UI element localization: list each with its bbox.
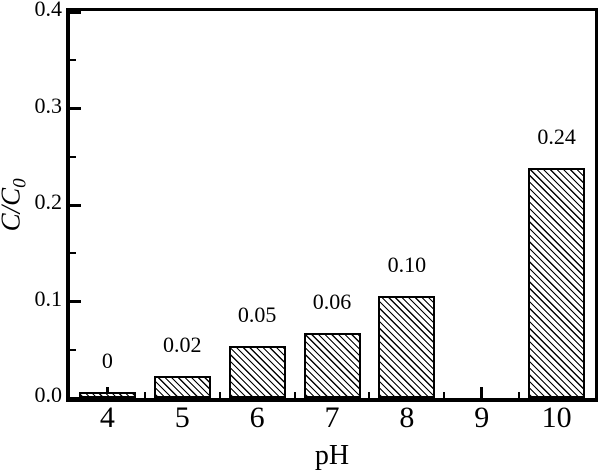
bar xyxy=(528,168,586,398)
bar-value-label: 0 xyxy=(101,348,113,373)
y-axis-title-subscript: 0 xyxy=(9,178,31,188)
y-axis-minor-tick xyxy=(70,59,76,62)
bar xyxy=(78,392,136,398)
x-tick-label: 4 xyxy=(99,401,115,434)
y-axis-major-tick xyxy=(70,300,81,303)
x-axis-minor-tick xyxy=(218,392,221,398)
x-tick-label: 8 xyxy=(399,401,415,434)
y-tick-label: 0.0 xyxy=(34,382,63,407)
bar xyxy=(228,346,286,398)
y-axis-minor-tick xyxy=(70,155,76,158)
bar-value-label: 0.24 xyxy=(537,124,576,149)
bar xyxy=(153,376,211,398)
x-axis-minor-tick xyxy=(143,392,146,398)
bar xyxy=(378,296,436,398)
bar-value-label: 0.06 xyxy=(312,289,352,314)
y-tick-label: 0.3 xyxy=(34,92,63,118)
x-axis-minor-tick xyxy=(518,392,521,398)
y-axis-major-tick xyxy=(70,203,81,207)
y-axis-minor-tick xyxy=(70,252,76,255)
y-tick-label: 0.1 xyxy=(34,285,63,311)
x-axis-minor-tick xyxy=(368,392,371,398)
x-tick-label: 10 xyxy=(541,401,572,434)
x-axis-title: pH xyxy=(314,440,350,471)
x-axis-minor-tick xyxy=(293,392,296,398)
y-axis-title: C/C0 xyxy=(0,178,34,231)
y-axis-major-tick xyxy=(70,396,81,400)
bar xyxy=(303,333,361,398)
x-tick-label: 7 xyxy=(324,401,340,434)
x-tick-label: 5 xyxy=(174,401,190,434)
bar-value-label: 0.02 xyxy=(163,332,202,357)
bar-value-label: 0.10 xyxy=(387,252,427,277)
y-axis-major-tick xyxy=(70,10,81,14)
x-tick-label: 9 xyxy=(474,401,490,434)
y-axis-title-main: C/C xyxy=(0,187,27,232)
bar-value-label: 0.05 xyxy=(237,302,277,327)
y-axis-major-tick xyxy=(70,107,81,110)
x-axis-minor-tick xyxy=(443,392,446,398)
x-axis-major-tick xyxy=(480,387,484,398)
y-axis-minor-tick xyxy=(70,348,76,351)
x-tick-label: 6 xyxy=(249,401,265,434)
y-tick-label: 0.2 xyxy=(34,189,63,214)
y-tick-label: 0.4 xyxy=(34,0,63,21)
